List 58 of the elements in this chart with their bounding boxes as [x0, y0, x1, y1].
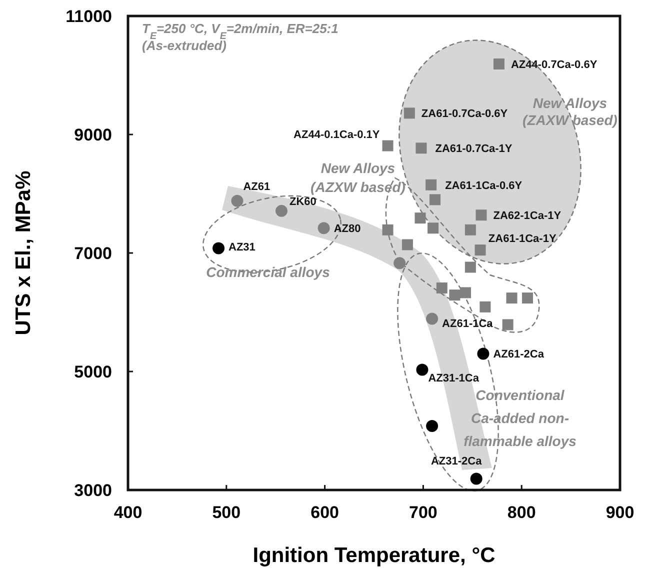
point	[474, 244, 486, 256]
point	[426, 179, 437, 190]
point	[402, 239, 413, 250]
x-tick-label: 500	[212, 503, 241, 522]
annotation: ZA61-1Ca-0.6Y	[445, 180, 523, 192]
y-tick-label: 11000	[66, 7, 112, 26]
point	[416, 364, 428, 376]
annotation: AZ31	[228, 241, 256, 254]
annotation: Conventional Ca-added non- flammable alloys	[464, 387, 577, 449]
point	[493, 58, 504, 70]
y-tick-label: 7000	[74, 244, 112, 263]
point	[416, 142, 427, 154]
annotation: AZ31-2Ca	[430, 456, 483, 468]
point	[480, 301, 491, 312]
annotation: AZ44-0.1Ca-0.1Y	[294, 128, 380, 141]
annotation: AZ31-1Ca	[428, 372, 480, 385]
annotation: Commercial alloys	[206, 264, 330, 280]
point	[428, 222, 439, 234]
x-tick-label: 700	[409, 503, 438, 522]
point	[404, 108, 415, 119]
annotation: ZA61-0.7Ca-0.6Y	[421, 108, 508, 120]
point	[212, 242, 225, 254]
point	[477, 348, 490, 360]
annotation: AZ44-0.7Ca-0.6Y	[510, 58, 598, 71]
point	[464, 262, 476, 273]
point	[430, 194, 441, 206]
annotation: New Alloys (AZXW based)	[310, 160, 406, 195]
y-tick-label: 3000	[74, 481, 112, 500]
point	[460, 287, 472, 298]
x-axis-title: Ignition Temperature, °C	[252, 544, 496, 567]
point	[506, 292, 518, 304]
annotation: AZ61	[243, 180, 270, 193]
annotation: ZA62-1Ca-1Y	[493, 210, 562, 222]
point	[449, 290, 460, 301]
point	[476, 210, 487, 221]
point	[522, 292, 534, 304]
annotation: AZ61-2Ca	[493, 348, 545, 361]
y-tick-label: 9000	[74, 126, 112, 144]
point	[414, 212, 426, 224]
annotation: New Alloys (ZAXW based)	[522, 95, 618, 128]
x-tick-label: 600	[310, 503, 339, 522]
x-tick-label: 900	[606, 503, 634, 522]
annotation: AZ61-1Ca	[442, 318, 494, 330]
point	[464, 224, 476, 236]
x-tick-label: 400	[114, 503, 142, 522]
point	[382, 140, 394, 152]
y-tick-label: 5000	[74, 362, 112, 382]
annotation: ZA61-1Ca-1Y	[488, 232, 557, 245]
annotation: ZK60	[290, 196, 316, 208]
annotation: ZA61-0.7Ca-1Y	[435, 143, 513, 156]
point	[502, 319, 514, 330]
y-axis-title: UTS x El., MPa%	[12, 170, 35, 336]
point	[470, 472, 482, 485]
point	[382, 224, 394, 236]
point	[436, 282, 448, 294]
annotation: AZ80	[334, 223, 361, 236]
x-tick-label: 800	[507, 503, 536, 522]
point	[426, 420, 438, 432]
